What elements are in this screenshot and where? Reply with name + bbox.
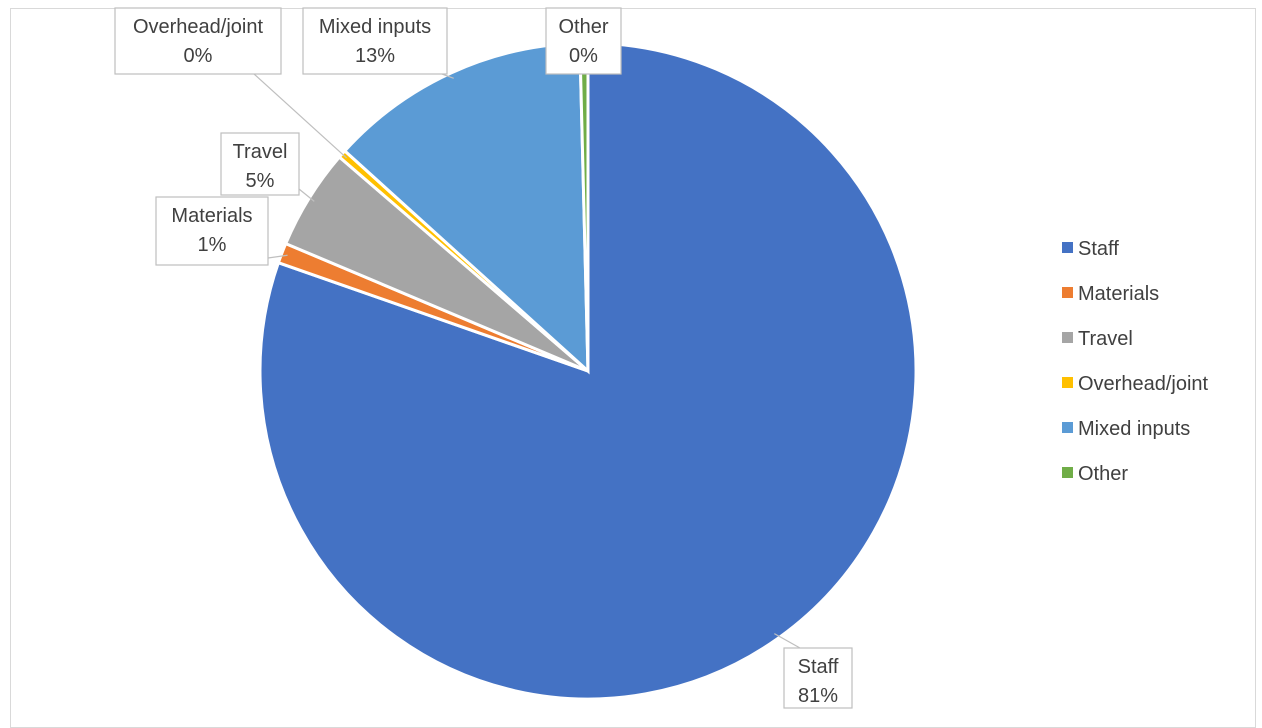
leader-line [774,633,801,649]
legend-item-overhead-joint: Overhead/joint [1062,373,1209,395]
data-label-category: Materials [171,205,252,227]
callout-box [220,132,300,196]
leader-line [253,73,347,159]
legend-swatch [1062,467,1073,478]
data-label-category: Travel [233,141,288,163]
callout-travel: Travel 5% [220,132,315,202]
callout-box [155,196,269,266]
data-label-value: 5% [246,170,275,192]
legend-swatch [1062,422,1073,433]
callout-staff: Staff 81% [774,633,853,709]
data-label-value: 81% [798,685,838,707]
legend-item-mixed-inputs: Mixed inputs [1062,418,1190,440]
data-label-category: Staff [798,656,839,678]
legend-label: Staff [1078,238,1119,260]
callout-box [302,7,448,75]
data-label-value: 13% [355,45,395,67]
legend-swatch [1062,377,1073,388]
data-label-value: 1% [198,234,227,256]
pie-chart: Staff 81% Materials 1% Travel 5% Overhead/join… [114,7,1209,709]
pie-slices [258,41,918,701]
legend-label: Other [1078,463,1128,485]
data-label-category: Mixed inputs [319,16,431,38]
legend-swatch [1062,332,1073,343]
callout-box [545,7,622,75]
callout-mixed-inputs: Mixed inputs 13% [302,7,454,79]
data-label-category: Overhead/joint [133,16,264,38]
data-label-category: Other [558,16,608,38]
legend-label: Materials [1078,283,1159,305]
callout-box [114,7,282,75]
callout-box [783,647,853,709]
callout-materials: Materials 1% [155,196,288,266]
leader-line [441,73,454,79]
callout-other: Other 0% [545,7,622,75]
legend-label: Travel [1078,328,1133,350]
legend-swatch [1062,242,1073,253]
legend-item-materials: Materials [1062,283,1159,305]
legend-swatch [1062,287,1073,298]
callout-overhead-joint: Overhead/joint 0% [114,7,347,159]
legend-label: Overhead/joint [1078,373,1209,395]
leader-line [267,254,288,259]
data-label-value: 0% [184,45,213,67]
legend-item-other: Other [1062,463,1128,485]
leader-line [298,188,315,202]
data-labels: Staff 81% Materials 1% Travel 5% Overhead/join… [114,7,853,709]
data-label-value: 0% [569,45,598,67]
legend: Staff Materials Travel Overhead/joint Mixed … [1062,238,1209,485]
legend-item-travel: Travel [1062,328,1133,350]
legend-label: Mixed inputs [1078,418,1190,440]
legend-item-staff: Staff [1062,238,1119,260]
